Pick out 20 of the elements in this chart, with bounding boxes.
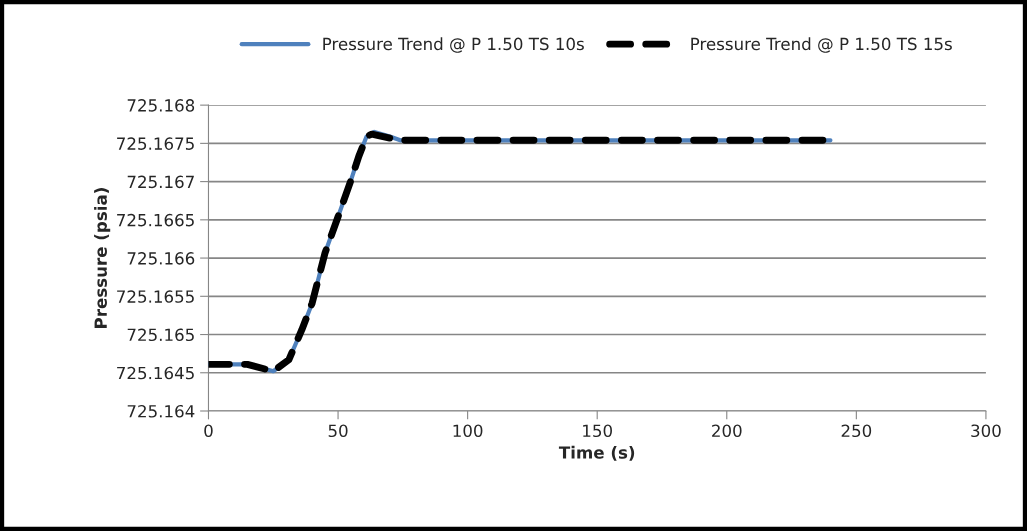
y-tick-label: 725.165 [127, 328, 194, 342]
y-tick-label: 725.1675 [117, 137, 194, 150]
y-tick-label: 725.167 [127, 175, 194, 189]
y-axis-title: Pressure (psia) [94, 188, 111, 328]
x-tick-label: 50 [328, 424, 348, 438]
legend-label: Pressure Trend @ P 1.50 TS 15s [691, 37, 952, 53]
x-tick-label: 300 [971, 424, 1001, 438]
x-axis-title: Time (s) [558, 445, 635, 461]
x-tick-label: 100 [453, 424, 483, 438]
legend-label: Pressure Trend @ P 1.50 TS 10s [323, 37, 584, 53]
x-tick-label: 0 [204, 424, 213, 438]
y-tick-label: 725.1665 [117, 213, 194, 227]
y-tick-label: 725.1655 [117, 290, 194, 303]
y-tick-label: 725.164 [127, 404, 195, 418]
y-tick-label: 725.1645 [117, 366, 194, 380]
y-tick-label: 725.166 [127, 252, 195, 265]
x-tick-label: 200 [712, 424, 742, 438]
x-tick-label: 150 [583, 424, 612, 438]
y-tick-label: 725.168 [127, 99, 195, 112]
x-tick-label: 250 [841, 424, 872, 438]
